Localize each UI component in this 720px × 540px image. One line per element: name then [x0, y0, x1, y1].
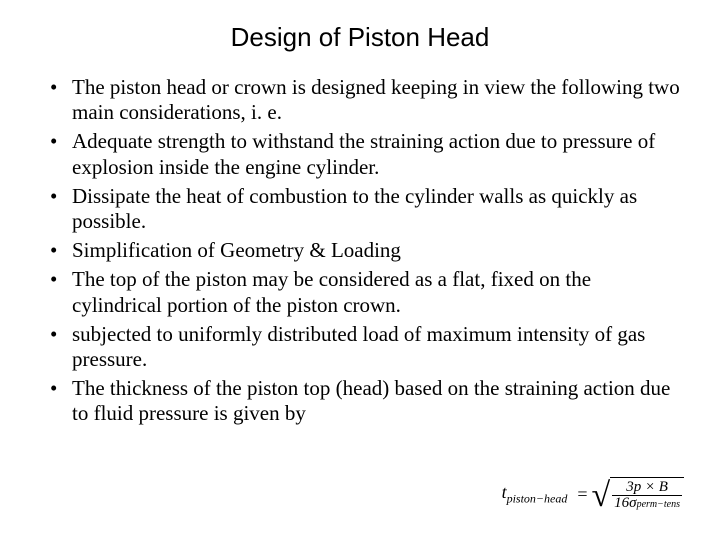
radicand: 3p × B 16σperm−tens	[610, 477, 684, 513]
numerator: 3p × B	[624, 480, 670, 496]
denominator: 16σperm−tens	[612, 495, 682, 512]
fraction: 3p × B 16σperm−tens	[612, 480, 682, 513]
denom-coeff: 16σ	[614, 495, 636, 511]
list-item: The top of the piston may be considered …	[50, 267, 680, 317]
formula-lhs: tpiston−head	[502, 482, 568, 507]
list-item: Adequate strength to withstand the strai…	[50, 129, 680, 179]
list-item: The piston head or crown is designed kee…	[50, 75, 680, 125]
thickness-formula: tpiston−head = √ 3p × B 16σperm−tens	[502, 477, 684, 513]
list-item: Simplification of Geometry & Loading	[50, 238, 680, 263]
list-item: subjected to uniformly distributed load …	[50, 322, 680, 372]
slide-title: Design of Piston Head	[40, 22, 680, 53]
bullet-list: The piston head or crown is designed kee…	[40, 75, 680, 426]
equals-sign: =	[577, 484, 587, 505]
radical-icon: √	[592, 479, 611, 515]
formula-subscript: piston−head	[507, 492, 568, 506]
list-item: The thickness of the piston top (head) b…	[50, 376, 680, 426]
list-item: Dissipate the heat of combustion to the …	[50, 184, 680, 234]
denom-subscript: perm−tens	[637, 499, 680, 510]
square-root: √ 3p × B 16σperm−tens	[592, 477, 685, 513]
